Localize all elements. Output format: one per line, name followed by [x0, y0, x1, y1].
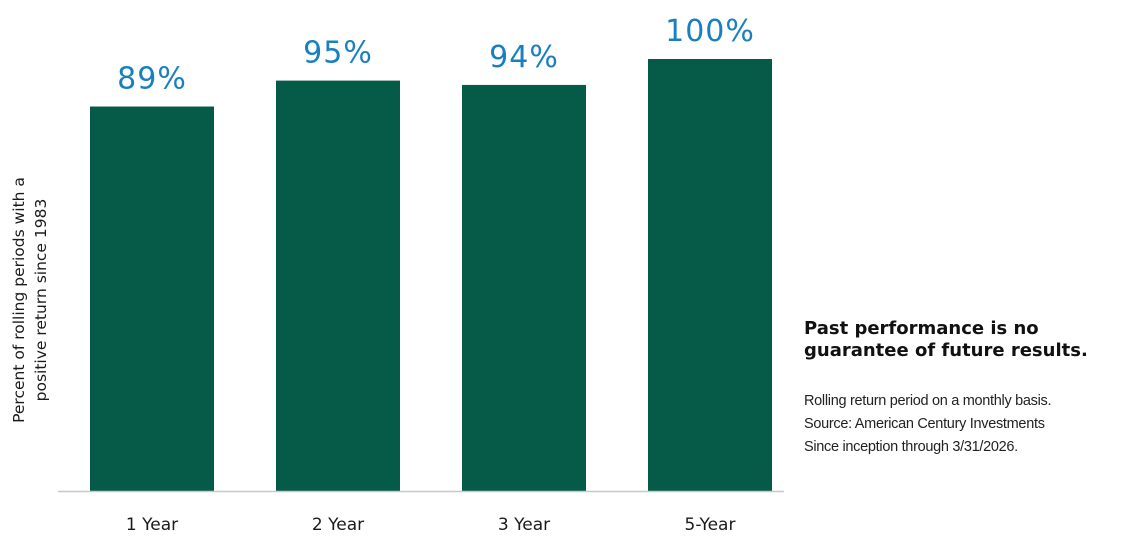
bar-2 — [462, 84, 586, 492]
footnotes: Rolling return period on a monthly basis… — [804, 390, 1120, 459]
disclaimer-line-1: Past performance is no — [804, 318, 1039, 339]
x-tick-label-1: 2 Year — [312, 515, 364, 535]
chart-notes: Past performance is no guarantee of futu… — [804, 318, 1120, 459]
bar-chart: Percent of rolling periods with a positi… — [10, 14, 784, 535]
x-tick-label-3: 5-Year — [685, 515, 736, 535]
data-label-2: 94% — [489, 40, 559, 75]
bar-1 — [276, 80, 400, 491]
performance-disclaimer: Past performance is no guarantee of futu… — [804, 318, 1120, 362]
disclaimer-line-2: guarantee of future results. — [804, 340, 1088, 361]
footnote-rolling-period: Rolling return period on a monthly basis… — [804, 393, 1052, 409]
x-tick-label-0: 1 Year — [126, 515, 178, 535]
footnote-source: Source: American Century Investments — [804, 416, 1045, 432]
data-label-0: 89% — [117, 62, 187, 97]
y-axis-label-line-1: Percent of rolling periods with a — [10, 177, 28, 423]
bar-0 — [90, 106, 214, 492]
bars-group: 89% 1 Year 95% 2 Year 94% 3 Year 100% 5-Year — [90, 14, 772, 535]
footnote-inception: Since inception through 3/31/2026. — [804, 439, 1018, 455]
data-label-3: 100% — [665, 14, 755, 49]
x-tick-label-2: 3 Year — [498, 515, 550, 535]
y-axis-label-line-2: positive return since 1983 — [32, 199, 50, 402]
data-label-1: 95% — [303, 36, 373, 71]
bar-3 — [648, 59, 772, 491]
